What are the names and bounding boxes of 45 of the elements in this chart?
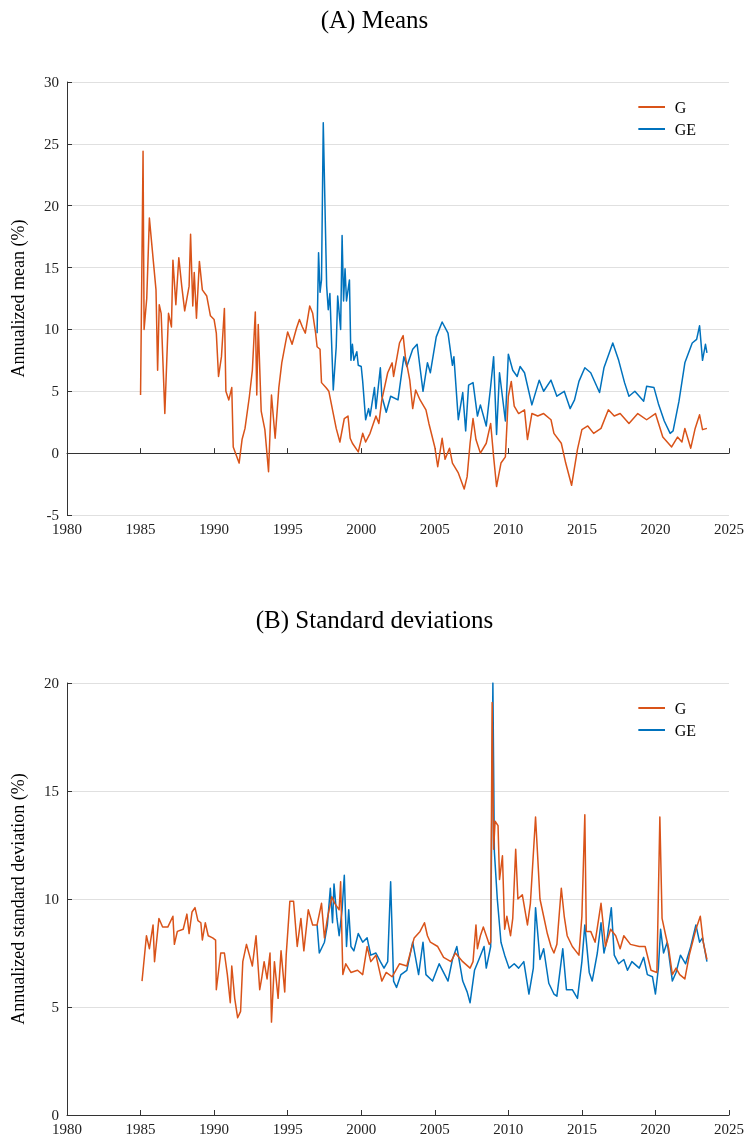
chart-title: (A) Means <box>320 6 429 34</box>
line-series <box>316 122 708 436</box>
legend-label: G <box>674 699 687 717</box>
legend-label: GE <box>674 721 696 739</box>
x-tick-label: 1985 <box>125 1120 156 1137</box>
y-tick-label: 20 <box>44 675 59 691</box>
x-tick-label: 2000 <box>346 520 377 537</box>
x-tick-label: 1990 <box>199 1120 230 1137</box>
x-tick-label: 2020 <box>640 1120 671 1137</box>
x-tick-label: 1995 <box>272 1120 303 1137</box>
y-tick-label: 15 <box>44 259 59 276</box>
x-tick-label: 2010 <box>493 520 524 537</box>
x-tick-label: 2025 <box>714 520 744 537</box>
x-tick-label: 1995 <box>272 520 303 537</box>
x-tick-label: 2025 <box>714 1120 744 1137</box>
y-tick-label: 0 <box>51 445 59 462</box>
line-series <box>316 682 708 1004</box>
x-tick-label: 2015 <box>566 520 597 537</box>
x-tick-label: 2005 <box>419 520 450 537</box>
x-tick-label: 2010 <box>493 1120 524 1137</box>
y-tick-label: 30 <box>44 74 59 90</box>
y-tick-label: 25 <box>44 135 59 152</box>
x-tick-label: 1980 <box>52 1120 82 1137</box>
chart-title: (B) Standard deviations <box>255 606 494 634</box>
y-axis-title: Annualized mean (%) <box>8 219 29 378</box>
y-tick-label: 5 <box>51 999 59 1015</box>
line-series <box>141 701 708 1023</box>
line-series <box>139 150 708 490</box>
x-tick-label: 2015 <box>566 1120 597 1137</box>
y-tick-label: 15 <box>44 783 59 799</box>
legend-label: GE <box>674 120 696 138</box>
y-tick-label: 5 <box>51 383 59 400</box>
legend-label: G <box>674 98 687 116</box>
x-tick-label: 1990 <box>199 520 230 537</box>
y-axis-title: Annualized standard deviation (%) <box>8 773 29 1025</box>
x-tick-label: 1980 <box>52 520 82 537</box>
y-tick-label: 0 <box>51 1107 59 1123</box>
x-tick-label: 2000 <box>346 1120 377 1137</box>
y-tick-label: 10 <box>44 321 59 338</box>
x-tick-label: 2005 <box>419 1120 450 1137</box>
x-tick-label: 1985 <box>125 520 156 537</box>
x-tick-label: 2020 <box>640 520 671 537</box>
y-tick-label: 10 <box>44 891 59 907</box>
y-tick-label: 20 <box>44 197 59 214</box>
y-tick-label: -5 <box>46 507 59 523</box>
